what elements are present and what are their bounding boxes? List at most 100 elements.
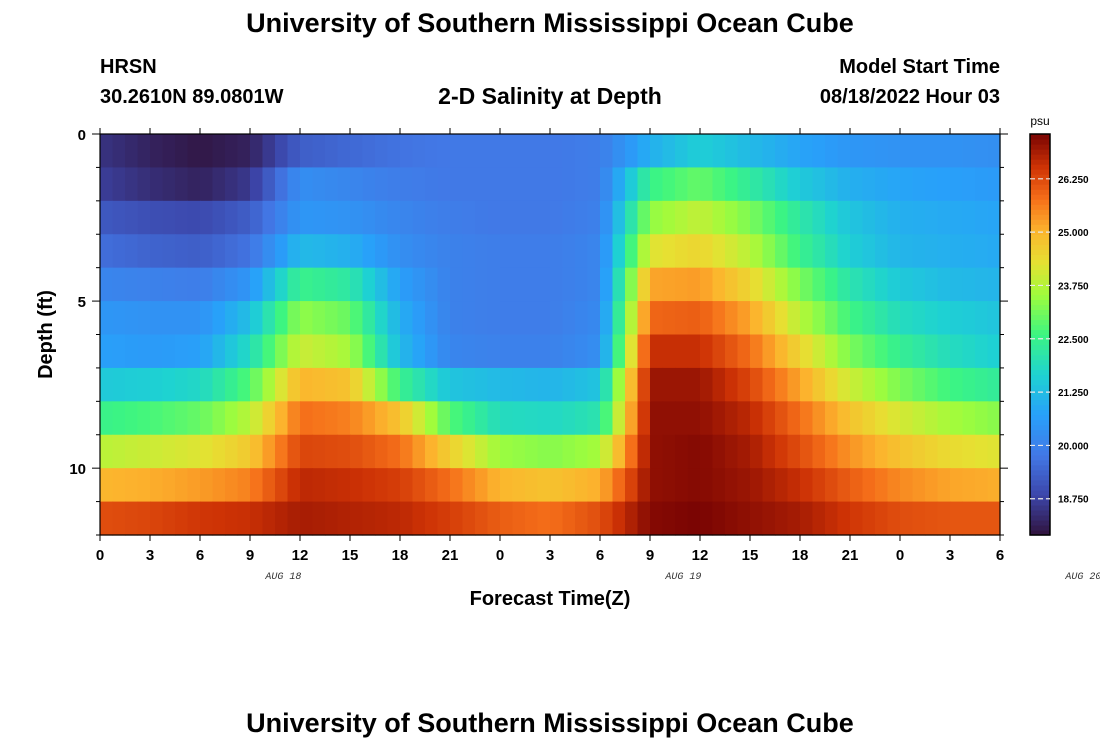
heatmap-cell — [950, 200, 964, 235]
heatmap-cell — [712, 200, 726, 235]
heatmap-cell — [475, 267, 489, 302]
heatmap-cell — [862, 134, 876, 169]
heatmap-cell — [587, 134, 601, 169]
heatmap-cell — [462, 200, 476, 235]
heatmap-cell — [825, 334, 839, 369]
heatmap-cell — [625, 434, 639, 469]
heatmap-cell — [925, 501, 939, 536]
heatmap-cell — [112, 301, 126, 336]
heatmap-cell — [387, 200, 401, 235]
heatmap-cell — [912, 501, 926, 536]
heatmap-cell — [475, 167, 489, 202]
heatmap-cell — [787, 434, 801, 469]
heatmap-cell — [412, 434, 426, 469]
heatmap-cell — [912, 468, 926, 503]
heatmap-cell — [800, 267, 814, 302]
heatmap-cell — [225, 167, 239, 202]
heatmap-cell — [350, 134, 364, 169]
heatmap-cell — [900, 167, 914, 202]
heatmap-cell — [737, 234, 751, 269]
heatmap-cell — [650, 434, 664, 469]
x-tick-label: 12 — [692, 547, 709, 564]
colorbar-segment — [1030, 204, 1050, 210]
heatmap-cell — [262, 301, 276, 336]
heatmap-cell — [762, 401, 776, 436]
heatmap-cell — [525, 234, 539, 269]
heatmap-cell — [162, 401, 176, 436]
heatmap-cell — [750, 234, 764, 269]
heatmap-cell — [787, 501, 801, 536]
heatmap-cell — [787, 367, 801, 402]
colorbar-segment — [1030, 494, 1050, 501]
heatmap-cell — [275, 434, 289, 469]
heatmap-cell — [250, 401, 264, 436]
heatmap-cell — [925, 200, 939, 235]
heatmap-cell — [225, 134, 239, 169]
heatmap-cell — [275, 334, 289, 369]
heatmap-cell — [887, 234, 901, 269]
heatmap-cell — [562, 501, 576, 536]
heatmap-cell — [712, 434, 726, 469]
heatmap-cell — [162, 267, 176, 302]
heatmap-cell — [275, 134, 289, 169]
heatmap-cell — [475, 334, 489, 369]
heatmap-cell — [412, 501, 426, 536]
heatmap-cell — [550, 468, 564, 503]
heatmap-cell — [112, 501, 126, 536]
heatmap-cell — [162, 434, 176, 469]
heatmap-cell — [225, 301, 239, 336]
heatmap-cell — [175, 200, 189, 235]
colorbar-segment — [1030, 149, 1050, 155]
heatmap-cell — [750, 501, 764, 536]
heatmap-cell — [350, 234, 364, 269]
heatmap-cell — [725, 501, 739, 536]
heatmap-cell — [287, 334, 301, 369]
heatmap-cell — [400, 468, 414, 503]
heatmap-cell — [762, 367, 776, 402]
heatmap-cell — [712, 167, 726, 202]
heatmap-cell — [937, 134, 951, 169]
heatmap-cell — [375, 367, 389, 402]
heatmap-cell — [587, 200, 601, 235]
heatmap-cell — [187, 501, 201, 536]
heatmap-cell — [900, 501, 914, 536]
colorbar-segment — [1030, 384, 1050, 391]
colorbar-tick-label: 26.250 — [1058, 175, 1089, 186]
heatmap-cell — [925, 367, 939, 402]
heatmap-cell — [650, 301, 664, 336]
heatmap-cell — [612, 468, 626, 503]
heatmap-cell — [612, 167, 626, 202]
heatmap-cell — [750, 434, 764, 469]
heatmap-cell — [225, 200, 239, 235]
heatmap-cell — [687, 134, 701, 169]
heatmap-cell — [737, 367, 751, 402]
heatmap-cell — [150, 468, 164, 503]
heatmap-cell — [725, 334, 739, 369]
heatmap-cell — [875, 200, 889, 235]
x-axis: 0 3 6 9 12 15 18 21 0 3 6 9 12 15 18 21 0 3 6 AUG 18 AUG 19 A… — [96, 128, 1100, 583]
heatmap-cell — [875, 501, 889, 536]
heatmap-cell — [112, 234, 126, 269]
heatmap-cell — [362, 367, 376, 402]
heatmap-cell — [812, 167, 826, 202]
heatmap-cell — [875, 134, 889, 169]
heatmap-cell — [987, 367, 1001, 402]
heatmap-cell — [975, 134, 989, 169]
heatmap-cell — [237, 234, 251, 269]
heatmap-cell — [350, 200, 364, 235]
heatmap-cell — [300, 468, 314, 503]
heatmap-cell — [637, 334, 651, 369]
heatmap-cell — [575, 167, 589, 202]
heatmap-cell — [325, 234, 339, 269]
heatmap-cell — [437, 401, 451, 436]
heatmap-cell — [462, 301, 476, 336]
heatmap-cell — [800, 434, 814, 469]
heatmap-cell — [575, 434, 589, 469]
colorbar-segment — [1030, 374, 1050, 381]
heatmap-cell — [387, 234, 401, 269]
colorbar-segment — [1030, 279, 1050, 285]
colorbar-segment — [1030, 499, 1050, 506]
heatmap-cell — [312, 134, 326, 169]
heatmap-cell — [600, 334, 614, 369]
heatmap-cell — [937, 301, 951, 336]
